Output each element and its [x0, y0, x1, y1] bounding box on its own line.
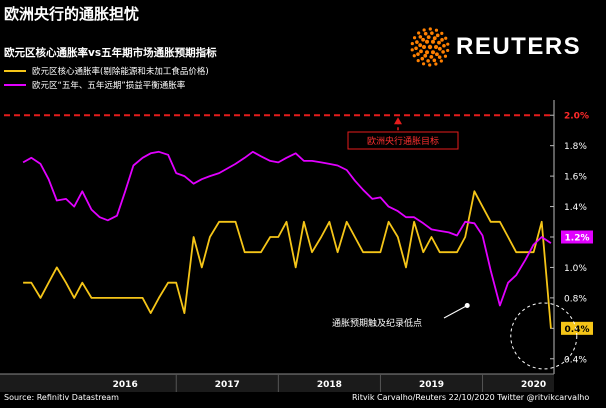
logo-dot — [426, 59, 430, 63]
logo-dot — [422, 28, 426, 32]
logo-dot — [446, 42, 450, 46]
logo-dot — [446, 48, 450, 53]
logo-dot — [420, 56, 425, 61]
logo-dot — [418, 35, 423, 39]
logo-dot — [434, 62, 438, 66]
logo-dot — [440, 38, 444, 42]
x-axis-band — [0, 374, 554, 392]
y-tick-label: 1.0% — [564, 264, 587, 274]
y-tick-label: 1.8% — [564, 142, 587, 152]
logo-dot — [425, 50, 429, 55]
logo-dot — [441, 50, 445, 54]
logo-dot — [414, 46, 418, 51]
logo-dot — [437, 40, 441, 45]
legend-label-core: 欧元区核心通胀率(剔除能源和未加工食品价格) — [32, 67, 209, 77]
logo-dot — [432, 36, 437, 41]
logo-dot — [439, 59, 443, 63]
y-tick-label: 1.6% — [564, 173, 587, 183]
chart-subtitle: 欧元区核心通胀率vs五年期市场通胀预期指标 — [4, 47, 217, 59]
logo-dot — [419, 49, 423, 54]
x-tick-label: 2017 — [215, 380, 240, 390]
logo-dot — [437, 46, 442, 51]
logo-dot — [429, 55, 434, 59]
y-tick-label: 0.4% — [564, 355, 587, 365]
core-inflation-line — [23, 190, 552, 329]
logo-dot — [410, 48, 414, 52]
logo-dot — [443, 54, 448, 58]
logo-dot — [426, 35, 431, 39]
page-title: 欧洲央行的通胀担忧 — [4, 5, 140, 23]
logo-dot — [435, 33, 440, 38]
target-label-box — [347, 131, 459, 150]
highlight-circle — [510, 302, 578, 370]
logo-dot — [442, 43, 446, 48]
logo-dot — [428, 27, 432, 31]
logo-dot — [431, 50, 435, 55]
target-arrow-head — [394, 117, 402, 125]
logo-dot — [422, 45, 426, 49]
logo-dot — [431, 39, 435, 44]
logo-dot — [421, 62, 426, 66]
callout-leader — [443, 305, 468, 319]
logo-dot — [444, 36, 448, 40]
end-label: 1.2% — [565, 234, 590, 244]
end-label-bg — [561, 321, 593, 335]
logo-dot — [423, 31, 428, 36]
logo-dot — [437, 55, 442, 59]
logo-dot — [435, 52, 439, 57]
logo-dot — [425, 39, 429, 44]
logo-dot — [416, 52, 420, 56]
logo-dot — [440, 31, 444, 36]
brand-name: REUTERS — [456, 33, 582, 60]
end-label: 0.4% — [565, 325, 590, 335]
x-tick-label: 2020 — [521, 380, 546, 390]
logo-dot — [415, 40, 419, 44]
target-label: 欧洲央行通胀目标 — [367, 135, 439, 147]
y-tick-label: 0.8% — [564, 294, 587, 304]
end-label-bg — [561, 230, 593, 244]
logo-dot — [418, 43, 423, 48]
logo-dot — [434, 45, 438, 49]
legend-label-breakeven: 欧元区“五年、五年远期”损益平衡通胀率 — [32, 81, 186, 91]
logo-dot — [434, 28, 439, 32]
legend-swatch-core — [4, 70, 26, 72]
footer-source: Source: Refinitiv Datastream — [4, 393, 119, 402]
logo-dot — [417, 31, 421, 35]
reuters-dot-logo-icon — [410, 27, 450, 67]
brand: REUTERS — [410, 27, 581, 67]
x-tick-label: 2018 — [317, 380, 342, 390]
logo-dot — [423, 53, 428, 58]
logo-dot — [410, 41, 414, 46]
logo-dot — [428, 63, 432, 67]
logo-dot — [430, 31, 434, 35]
legend-item-breakeven: 欧元区“五年、五年远期”损益平衡通胀率 — [4, 78, 209, 92]
logo-dot — [421, 37, 425, 42]
legend: 欧元区核心通胀率(剔除能源和未加工食品价格) 欧元区“五年、五年远期”损益平衡通… — [4, 64, 209, 92]
x-tick-label: 2016 — [113, 380, 138, 390]
x-tick-label: 2019 — [419, 380, 444, 390]
logo-dot — [432, 58, 437, 63]
y-tick-label: 2.0% — [564, 112, 589, 122]
legend-item-core-inflation: 欧元区核心通胀率(剔除能源和未加工食品价格) — [4, 64, 209, 78]
logo-dot — [412, 54, 416, 58]
logo-dot — [412, 36, 417, 40]
logo-dot — [416, 58, 420, 63]
y-tick-label: 1.4% — [564, 203, 587, 213]
legend-swatch-breakeven — [4, 84, 26, 86]
logo-dot — [427, 44, 433, 50]
breakeven-line — [22, 150, 552, 307]
footer-credit: Ritvik Carvalho/Reuters 22/10/2020 Twitt… — [352, 393, 590, 402]
callout-text: 通胀预期触及纪录低点 — [332, 317, 422, 329]
